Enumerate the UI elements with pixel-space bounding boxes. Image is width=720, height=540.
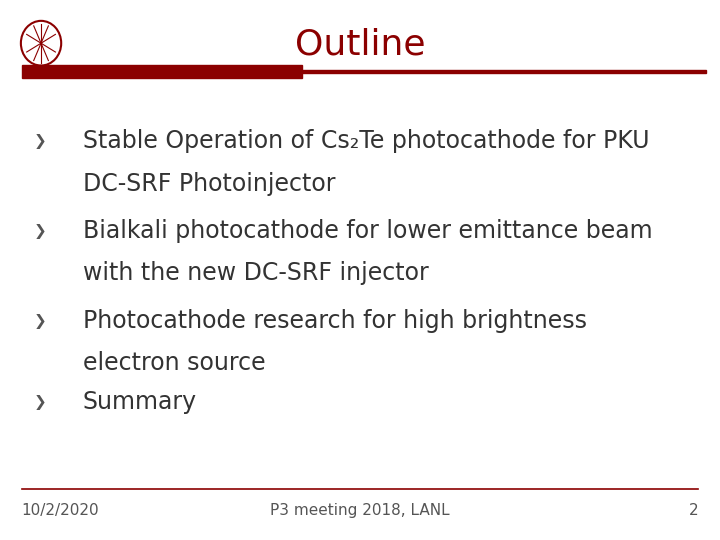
Bar: [22, 64, 302, 78]
Text: electron source: electron source: [83, 352, 266, 375]
Text: ❯: ❯: [33, 224, 46, 239]
Text: 10/2/2020: 10/2/2020: [22, 503, 99, 518]
Text: Stable Operation of Cs₂Te photocathode for PKU: Stable Operation of Cs₂Te photocathode f…: [83, 130, 649, 153]
Text: Summary: Summary: [83, 390, 197, 414]
Bar: [302, 70, 706, 72]
Text: P3 meeting 2018, LANL: P3 meeting 2018, LANL: [270, 503, 450, 518]
Text: with the new DC-SRF injector: with the new DC-SRF injector: [83, 261, 428, 285]
Text: 2: 2: [689, 503, 698, 518]
Text: ❯: ❯: [33, 134, 46, 149]
Text: Outline: Outline: [294, 28, 426, 61]
Text: DC-SRF Photoinjector: DC-SRF Photoinjector: [83, 172, 336, 195]
Text: ❯: ❯: [33, 314, 46, 329]
Text: Bialkali photocathode for lower emittance beam: Bialkali photocathode for lower emittanc…: [83, 219, 652, 243]
Text: Photocathode research for high brightness: Photocathode research for high brightnes…: [83, 309, 587, 333]
Text: ❯: ❯: [33, 395, 46, 410]
